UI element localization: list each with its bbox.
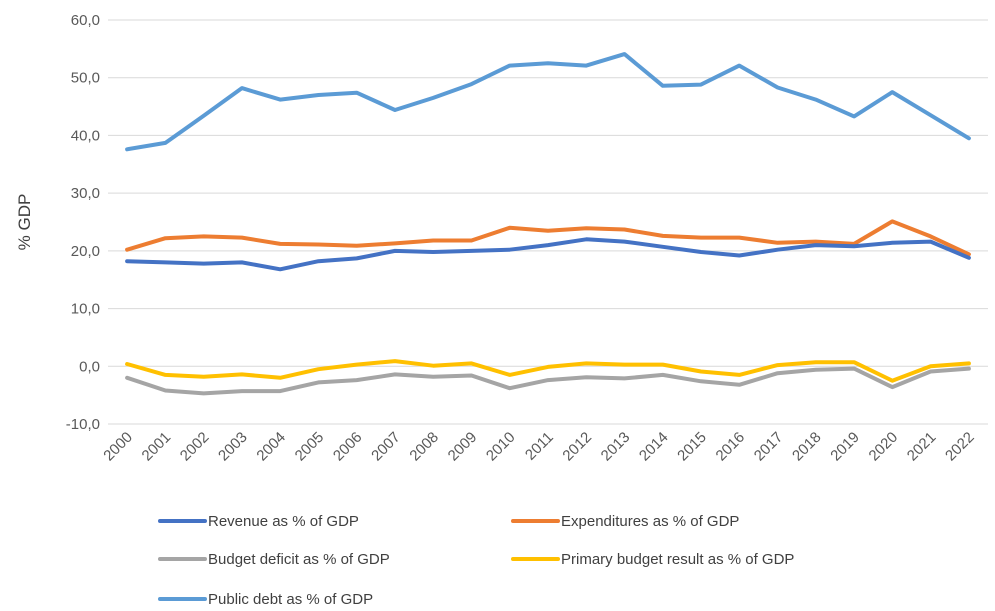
series-line-0 <box>125 237 971 272</box>
series-line-1 <box>125 219 971 257</box>
series-line-4 <box>125 52 971 152</box>
y-axis-ticks: -10,0 0,0 10,0 20,0 30,0 40,0 50,0 60,0 <box>66 12 100 433</box>
x-axis-ticks: 2000 2001 2002 2003 2004 2005 2006 2007 2008 2009… <box>100 429 977 465</box>
y-tick-label: 40,0 <box>71 127 100 144</box>
x-tick-label: 2018 <box>789 429 825 465</box>
x-tick-label: 2011 <box>522 429 557 464</box>
x-tick-label: 2012 <box>559 429 595 465</box>
y-tick-label: 60,0 <box>71 12 100 29</box>
x-tick-label: 2010 <box>483 429 519 465</box>
series-lines <box>125 52 971 396</box>
x-tick-label: 2019 <box>827 429 863 465</box>
gridlines <box>108 19 988 425</box>
x-tick-label: 2005 <box>292 429 328 465</box>
y-tick-label: 0,0 <box>79 358 100 375</box>
x-tick-label: 2021 <box>904 429 940 465</box>
x-tick-label: 2015 <box>674 429 710 465</box>
x-tick-label: 2014 <box>636 429 672 465</box>
x-tick-label: 2009 <box>445 429 481 465</box>
x-tick-label: 2000 <box>100 429 136 465</box>
legend-label: Primary budget result as % of GDP <box>561 551 794 568</box>
y-tick-label: -10,0 <box>66 416 100 433</box>
y-tick-label: 30,0 <box>71 185 100 202</box>
series-line-3 <box>125 359 971 383</box>
x-tick-label: 2016 <box>713 429 749 465</box>
x-tick-label: 2003 <box>215 429 251 465</box>
y-tick-label: 20,0 <box>71 243 100 260</box>
x-tick-label: 2008 <box>406 429 442 465</box>
legend-label: Budget deficit as % of GDP <box>208 551 390 568</box>
x-tick-label: 2022 <box>942 429 978 465</box>
legend-label: Expenditures as % of GDP <box>561 513 739 530</box>
x-tick-label: 2001 <box>139 429 175 465</box>
y-tick-label: 50,0 <box>71 70 100 87</box>
x-tick-label: 2004 <box>253 429 289 465</box>
x-tick-label: 2006 <box>330 429 366 465</box>
legend-label: Public debt as % of GDP <box>208 591 373 608</box>
x-tick-label: 2017 <box>751 429 787 465</box>
y-tick-label: 10,0 <box>71 301 100 318</box>
legend-label: Revenue as % of GDP <box>208 513 359 530</box>
series-line-2 <box>125 366 971 396</box>
x-tick-label: 2002 <box>177 429 213 465</box>
legend: Revenue as % of GDP Expenditures as % of … <box>158 513 794 608</box>
x-tick-label: 2007 <box>368 429 404 465</box>
x-tick-label: 2020 <box>866 429 902 465</box>
x-tick-label: 2013 <box>598 429 634 465</box>
y-axis-title: % GDP <box>15 194 34 251</box>
